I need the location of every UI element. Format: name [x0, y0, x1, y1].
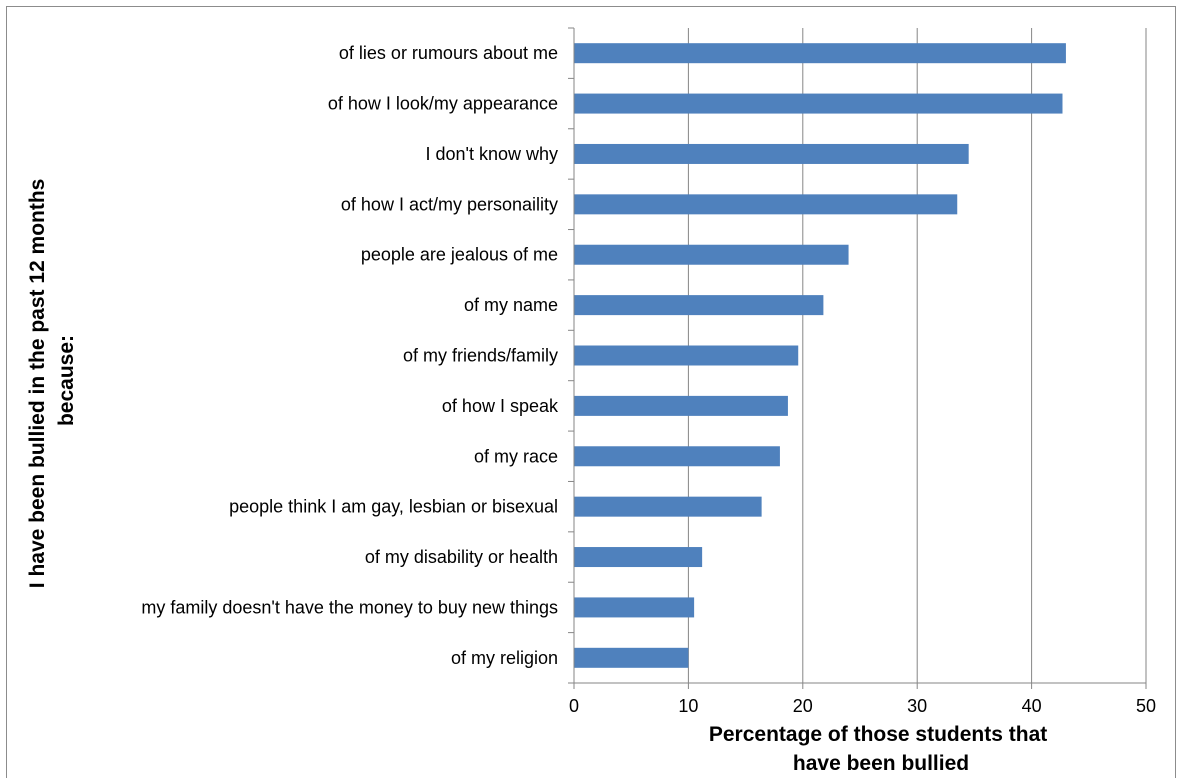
y-axis-title-line-2: because:	[55, 335, 78, 426]
chart-frame	[6, 6, 1176, 778]
category-labels: of lies or rumours about me of how I look…	[141, 43, 559, 668]
bar	[574, 93, 1063, 114]
x-tick-label: 10	[678, 696, 698, 716]
category-label: of lies or rumours about me	[339, 43, 558, 63]
bar	[574, 597, 695, 618]
bar	[574, 647, 689, 668]
bar	[574, 446, 780, 467]
category-label: of how I speak	[442, 396, 559, 416]
category-label: my family doesn't have the money to buy …	[141, 597, 558, 617]
category-label: of my friends/family	[403, 346, 558, 366]
category-label: people are jealous of me	[361, 245, 558, 265]
x-tick-label: 40	[1022, 696, 1042, 716]
bar	[574, 496, 762, 517]
category-label: I don't know why	[425, 144, 558, 164]
category-label: of my name	[464, 295, 558, 315]
bar	[574, 395, 788, 416]
bar	[574, 345, 799, 366]
x-tick-label: 0	[569, 696, 579, 716]
category-label: people think I am gay, lesbian or bisexu…	[229, 497, 558, 517]
bar	[574, 295, 824, 316]
x-tick-label: 50	[1136, 696, 1156, 716]
x-tick-label: 30	[907, 696, 927, 716]
bars	[574, 43, 1066, 668]
x-axis-title-line-1: Percentage of those students that	[709, 723, 1047, 746]
category-label: of how I look/my appearance	[328, 94, 558, 114]
x-tick-labels: 0 10 20 30 40 50	[569, 696, 1156, 716]
x-axis-title: Percentage of those students that have b…	[709, 723, 1053, 775]
y-axis-title-line-1: I have been bullied in the past 12 month…	[26, 179, 49, 589]
bar	[574, 547, 703, 568]
category-label: of my disability or health	[365, 547, 558, 567]
x-tick-label: 20	[793, 696, 813, 716]
bar	[574, 143, 969, 164]
category-label: of how I act/my personaility	[341, 194, 558, 214]
category-label: of my race	[474, 446, 558, 466]
gridlines	[687, 28, 1147, 683]
axes	[568, 27, 1147, 689]
y-axis-title: I have been bullied in the past 12 month…	[26, 173, 78, 588]
bar	[574, 43, 1066, 64]
bar	[574, 244, 849, 265]
bar	[574, 194, 958, 215]
category-label: of my religion	[451, 648, 558, 668]
x-axis-title-line-2: have been bullied	[793, 752, 969, 775]
